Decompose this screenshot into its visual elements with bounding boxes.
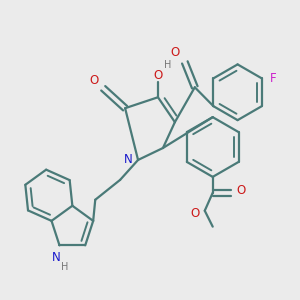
Text: H: H	[164, 60, 172, 70]
Text: O: O	[236, 184, 245, 197]
Text: N: N	[124, 154, 133, 166]
Text: O: O	[190, 207, 200, 220]
Text: O: O	[90, 74, 99, 87]
Text: O: O	[170, 46, 179, 59]
Text: H: H	[61, 262, 68, 272]
Text: N: N	[52, 251, 61, 264]
Text: F: F	[270, 72, 277, 85]
Text: O: O	[153, 69, 163, 82]
